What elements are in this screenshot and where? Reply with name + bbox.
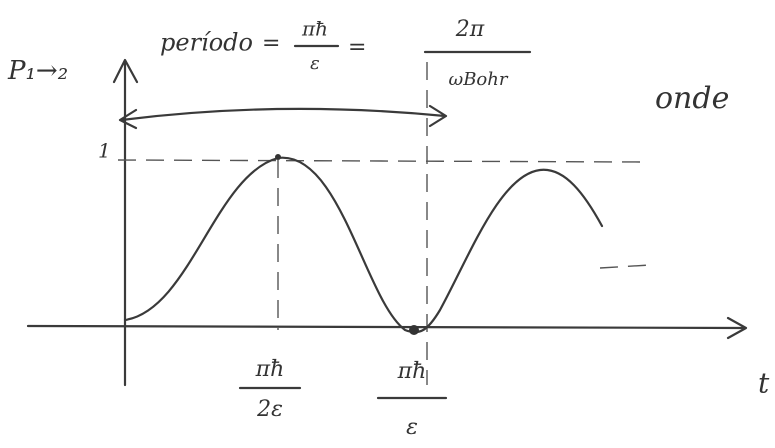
background (0, 0, 775, 448)
fraction-num: 2π (455, 17, 485, 42)
fraction-den: ωBohr (449, 69, 509, 90)
x-tick-num: πħ (255, 357, 285, 382)
x-axis-label: t (758, 367, 770, 400)
y-tick-label: 1 (98, 139, 111, 163)
sketch: P₁→₂ t 1 período = πħ ε = 2π ωBohr onde … (0, 0, 775, 448)
equals: = (262, 31, 280, 56)
note: onde (655, 81, 729, 116)
period-text: período (160, 29, 253, 57)
y-axis-label: P₁→₂ (7, 56, 68, 86)
peak-dot (275, 154, 281, 160)
x-tick-den: 2ε (256, 397, 283, 422)
trough-dot (409, 325, 419, 335)
equals: = (348, 35, 366, 60)
fraction-num: πħ (301, 17, 328, 41)
x-tick-den: ε (406, 415, 418, 440)
fraction-den: ε (310, 53, 320, 74)
x-tick-num: πħ (397, 359, 427, 384)
